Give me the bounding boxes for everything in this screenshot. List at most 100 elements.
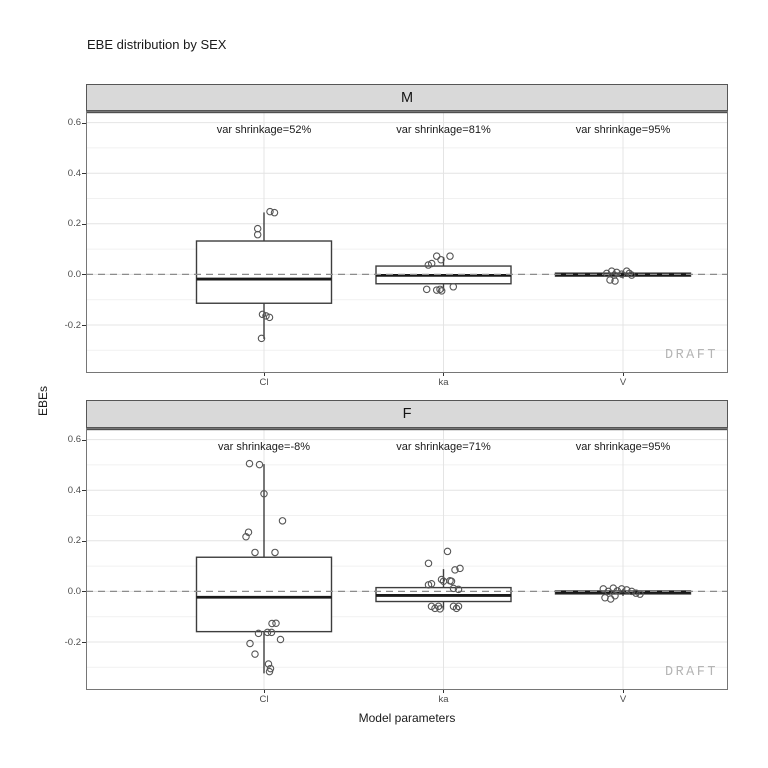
y-tick-label: 0.6 [67, 117, 81, 129]
draft-watermark: DRAFT [665, 665, 718, 680]
panel-border [86, 428, 728, 690]
jitter-point [251, 650, 259, 658]
x-tick-label-ka: ka [438, 694, 449, 705]
plot-title: EBE distribution by SEX [87, 37, 227, 52]
jitter-point [246, 639, 254, 648]
y-tick-mark [82, 642, 86, 643]
draft-watermark: DRAFT [665, 348, 718, 363]
jitter-point [611, 591, 619, 600]
x-tick-mark [263, 373, 265, 376]
y-axis-title: EBEs [36, 385, 50, 417]
y-tick-label: 0.2 [67, 218, 81, 230]
jitter-point [437, 255, 445, 264]
jitter-point [612, 268, 621, 277]
jitter-point [439, 577, 448, 586]
jitter-point [251, 548, 259, 557]
x-tick-mark [263, 690, 265, 693]
jitter-point [245, 459, 254, 468]
x-tick-label-Cl: Cl [259, 377, 269, 388]
shrinkage-annotation: var shrinkage=95% [576, 124, 671, 136]
y-tick-label: 0.4 [67, 167, 81, 179]
jitter-point [422, 285, 431, 294]
jitter-point [451, 566, 459, 574]
jitter-point [258, 310, 267, 319]
jitter-point [627, 587, 636, 596]
facet-panel-F: var shrinkage=-8% var shrinkage=71% var sh… [86, 428, 728, 690]
jitter-point [260, 489, 268, 498]
jitter-point [271, 548, 279, 557]
shrinkage-annotation: var shrinkage=71% [396, 441, 491, 453]
jitter-point [424, 261, 433, 269]
jitter-point [437, 575, 446, 584]
y-tick-label: 0.4 [67, 484, 81, 496]
panel-background [86, 111, 728, 373]
y-tick-label: 0.0 [67, 585, 81, 597]
jitter-point [456, 564, 464, 573]
jitter-point [632, 589, 640, 597]
y-tick-label: 0.6 [67, 434, 81, 446]
y-tick-mark [82, 274, 86, 276]
jitter-point [627, 271, 636, 279]
y-tick-mark [82, 223, 86, 225]
y-tick-mark [82, 173, 86, 175]
jitter-point [606, 276, 614, 284]
jitter-point [266, 207, 274, 216]
jitter-point [437, 287, 446, 295]
jitter-point [447, 577, 456, 586]
x-tick-label-V: V [619, 694, 627, 705]
shrinkage-annotation: var shrinkage=-8% [218, 441, 310, 453]
jitter-point [449, 584, 458, 593]
jitter-point [611, 277, 619, 285]
jitter-point [454, 585, 463, 594]
x-tick-mark [443, 690, 444, 693]
x-axis-title: Model parameters [358, 711, 456, 725]
shrinkage-annotation: var shrinkage=95% [576, 441, 671, 453]
facet-strip-F: F [86, 400, 728, 428]
jitter-point [617, 585, 626, 593]
jitter-point [431, 604, 439, 613]
panel-background [86, 428, 728, 690]
jitter-point [276, 635, 285, 644]
facet-panel-M: var shrinkage=52% var shrinkage=81% var sh… [86, 111, 728, 373]
jitter-point [265, 313, 274, 322]
strip-underline [86, 428, 728, 431]
jitter-point [427, 259, 436, 268]
jitter-point [452, 604, 461, 613]
x-tick-label-ka: ka [438, 377, 449, 388]
facet-strip-M: M [86, 84, 728, 111]
jitter-point [254, 629, 263, 638]
y-tick-mark [82, 540, 86, 542]
shrinkage-annotation: var shrinkage=81% [396, 124, 491, 136]
jitter-point [268, 619, 276, 628]
jitter-point [253, 230, 262, 239]
y-tick-mark [82, 591, 86, 593]
jitter-point [264, 660, 273, 668]
y-tick-label: 0.2 [67, 535, 81, 547]
panel-border [86, 111, 728, 373]
jitter-point [272, 619, 280, 628]
jitter-point [443, 547, 452, 556]
jitter-point [436, 285, 444, 294]
shrinkage-annotation: var shrinkage=52% [217, 124, 312, 136]
x-tick-label-Cl: Cl [259, 694, 269, 705]
jitter-point [242, 533, 250, 541]
jitter-point [265, 667, 274, 676]
strip-underline [86, 111, 728, 114]
y-tick-mark [82, 325, 86, 326]
jitter-point [263, 628, 272, 637]
x-tick-mark [622, 690, 624, 693]
jitter-point [424, 581, 433, 589]
box-Cl [195, 240, 333, 304]
jitter-point [432, 286, 441, 294]
x-tick-mark [443, 373, 444, 376]
jitter-point [278, 517, 287, 525]
y-tick-mark [82, 490, 86, 492]
jitter-point [255, 460, 264, 469]
jitter-point [257, 334, 266, 343]
jitter-point [424, 559, 433, 568]
jitter-point [454, 602, 463, 611]
x-tick-label-V: V [619, 377, 627, 388]
box-Cl [195, 556, 333, 633]
jitter-point [436, 605, 444, 613]
